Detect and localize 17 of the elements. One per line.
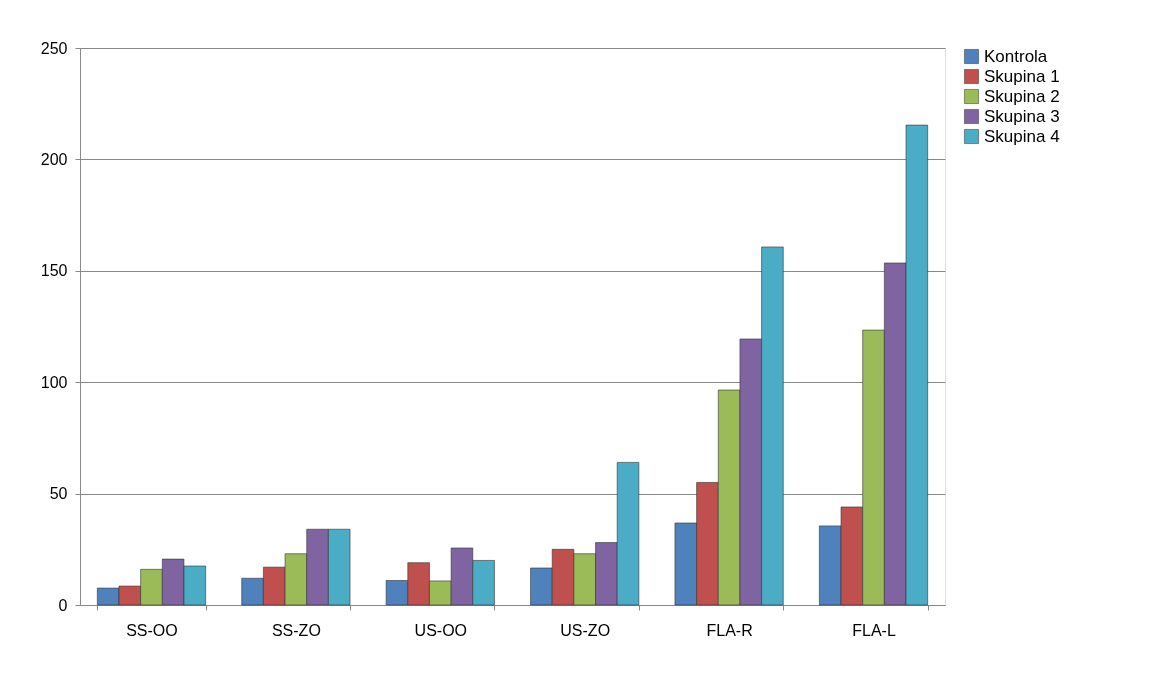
x-tick-label: FLA-R xyxy=(706,621,753,639)
legend-label: Skupina 1 xyxy=(984,66,1060,86)
y-tick-label: 250 xyxy=(40,39,68,57)
x-tick-label: US-ZO xyxy=(560,621,611,639)
y-tick-label: 150 xyxy=(40,262,68,280)
y-tick-label: 100 xyxy=(40,373,68,391)
legend-label: Kontrola xyxy=(984,46,1048,66)
y-tick-label: 200 xyxy=(40,150,68,168)
x-tick-label: SS-ZO xyxy=(271,621,321,639)
legend-label: Skupina 3 xyxy=(984,106,1060,126)
x-tick-label: US-OO xyxy=(414,621,468,639)
legend-label: Skupina 4 xyxy=(984,126,1060,146)
y-tick-label: 50 xyxy=(49,485,68,503)
y-tick-label: 0 xyxy=(58,596,68,614)
x-tick-label: FLA-L xyxy=(852,621,896,639)
x-tick-label: SS-OO xyxy=(126,621,178,639)
legend-label: Skupina 2 xyxy=(984,86,1060,106)
